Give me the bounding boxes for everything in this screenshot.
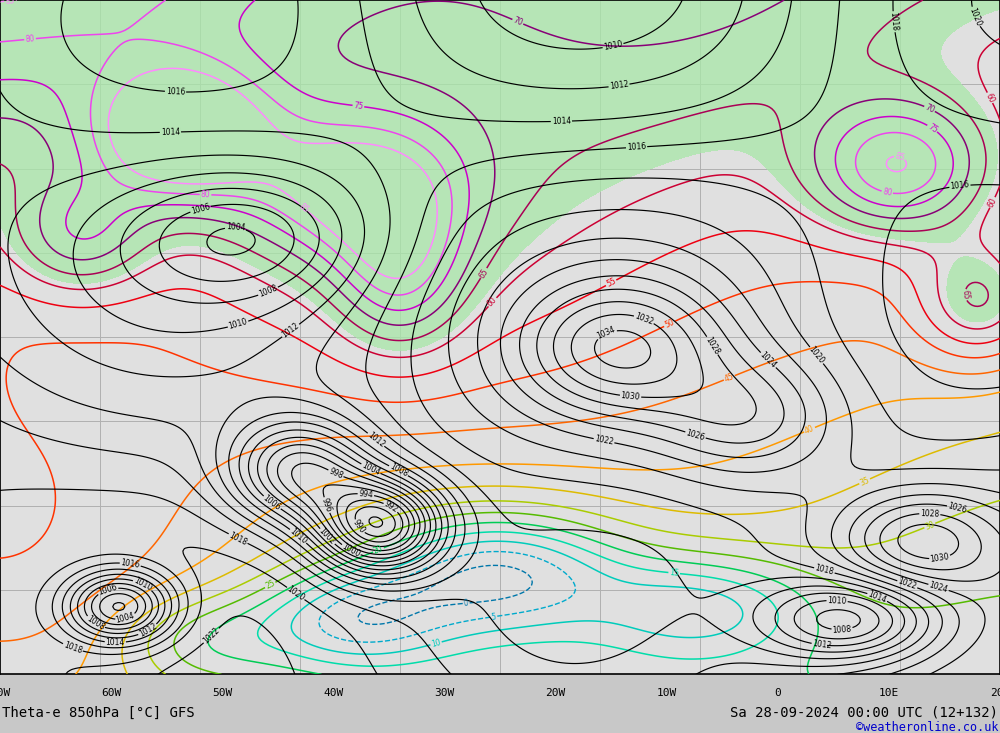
Text: 1018: 1018 [228, 530, 249, 547]
Text: 1014: 1014 [552, 117, 571, 126]
Text: 1020: 1020 [967, 7, 983, 28]
Text: 1022: 1022 [897, 577, 918, 592]
Text: 992: 992 [382, 499, 400, 515]
Text: 1022: 1022 [201, 626, 221, 646]
Text: 60: 60 [486, 295, 499, 309]
Text: 30: 30 [924, 520, 936, 531]
Text: 35: 35 [858, 475, 871, 487]
Text: 10W: 10W [657, 688, 677, 698]
Text: 80: 80 [25, 34, 35, 44]
Text: 1002: 1002 [317, 526, 337, 547]
Text: 1016: 1016 [950, 180, 970, 191]
Text: 1012: 1012 [812, 639, 832, 651]
Text: 1006: 1006 [97, 583, 118, 597]
Text: 1026: 1026 [685, 428, 706, 442]
Text: 10: 10 [430, 638, 442, 649]
Text: 1008: 1008 [85, 614, 106, 632]
Text: 1020: 1020 [285, 584, 306, 603]
Text: 1010: 1010 [132, 576, 153, 593]
Text: 70: 70 [512, 15, 524, 28]
Text: 40: 40 [803, 424, 816, 435]
Text: 1014: 1014 [106, 638, 125, 647]
Text: 55: 55 [605, 276, 618, 289]
Text: 1010: 1010 [827, 596, 847, 605]
Text: 1022: 1022 [594, 435, 614, 447]
Text: 1028: 1028 [920, 509, 940, 518]
Text: 1018: 1018 [888, 12, 899, 32]
Text: 60W: 60W [101, 688, 121, 698]
Text: Theta-e 850hPa [°C] GFS: Theta-e 850hPa [°C] GFS [2, 705, 195, 720]
Text: 1014: 1014 [867, 589, 888, 605]
Text: 70: 70 [923, 103, 936, 115]
Text: 1030: 1030 [620, 391, 641, 402]
Text: 45: 45 [723, 372, 736, 384]
Text: 1010: 1010 [228, 317, 249, 331]
Text: 20E: 20E [990, 688, 1000, 698]
Text: ©weatheronline.co.uk: ©weatheronline.co.uk [856, 721, 998, 733]
Text: 60: 60 [984, 92, 996, 104]
Text: 80: 80 [882, 187, 893, 198]
Text: 1012: 1012 [280, 321, 301, 340]
Text: 1016: 1016 [627, 142, 646, 152]
Text: 1016: 1016 [120, 558, 140, 570]
Text: 60: 60 [986, 196, 999, 209]
Text: 80: 80 [201, 190, 210, 199]
Text: 1028: 1028 [704, 335, 721, 356]
Text: 1032: 1032 [634, 312, 655, 327]
Text: 40W: 40W [323, 688, 343, 698]
Text: 20W: 20W [545, 688, 566, 698]
Text: 996: 996 [320, 497, 333, 514]
Text: 50W: 50W [212, 688, 232, 698]
Text: 75: 75 [353, 101, 364, 111]
Text: 1012: 1012 [609, 80, 629, 92]
Text: 994: 994 [358, 489, 374, 500]
Text: 1004: 1004 [115, 611, 136, 625]
Text: 1008: 1008 [258, 284, 279, 299]
Text: 15: 15 [669, 568, 679, 578]
Text: 1016: 1016 [166, 87, 185, 97]
Text: 998: 998 [327, 466, 344, 481]
Text: 1020: 1020 [807, 345, 826, 366]
Text: 85: 85 [5, 0, 15, 6]
Text: 1018: 1018 [814, 564, 835, 577]
Text: 1012: 1012 [137, 622, 158, 639]
Text: 1008: 1008 [832, 625, 852, 635]
Text: 1024: 1024 [928, 581, 949, 594]
Text: 20: 20 [372, 544, 385, 556]
Text: 1018: 1018 [62, 641, 83, 655]
Text: 0: 0 [774, 688, 781, 698]
Text: 0: 0 [463, 598, 469, 608]
Text: 1012: 1012 [366, 430, 386, 449]
Text: 1000: 1000 [340, 542, 362, 559]
Text: 1014: 1014 [161, 128, 180, 137]
Text: 1004: 1004 [226, 223, 246, 233]
Text: 1010: 1010 [603, 40, 623, 52]
Text: Sa 28-09-2024 00:00 UTC (12+132): Sa 28-09-2024 00:00 UTC (12+132) [730, 705, 998, 720]
Text: 1004: 1004 [360, 460, 381, 477]
Text: 65: 65 [477, 267, 490, 279]
Text: 65: 65 [960, 290, 970, 300]
Text: 75: 75 [926, 122, 939, 135]
Text: 1010: 1010 [288, 526, 309, 545]
Text: 1034: 1034 [596, 325, 617, 342]
Text: 50: 50 [663, 317, 676, 330]
Text: 70W: 70W [0, 688, 10, 698]
Text: 85: 85 [297, 202, 310, 215]
Text: 85: 85 [894, 151, 906, 163]
Text: 1006: 1006 [262, 493, 282, 512]
Text: 1006: 1006 [190, 202, 211, 216]
Text: 25: 25 [264, 579, 277, 591]
Text: 30W: 30W [434, 688, 455, 698]
Text: 1030: 1030 [930, 553, 950, 564]
Text: 1026: 1026 [947, 501, 968, 515]
Text: 1008: 1008 [388, 463, 409, 479]
Text: 10E: 10E [879, 688, 899, 698]
Text: 990: 990 [351, 518, 367, 536]
Text: 5: 5 [491, 612, 497, 622]
Text: 1024: 1024 [758, 350, 778, 370]
